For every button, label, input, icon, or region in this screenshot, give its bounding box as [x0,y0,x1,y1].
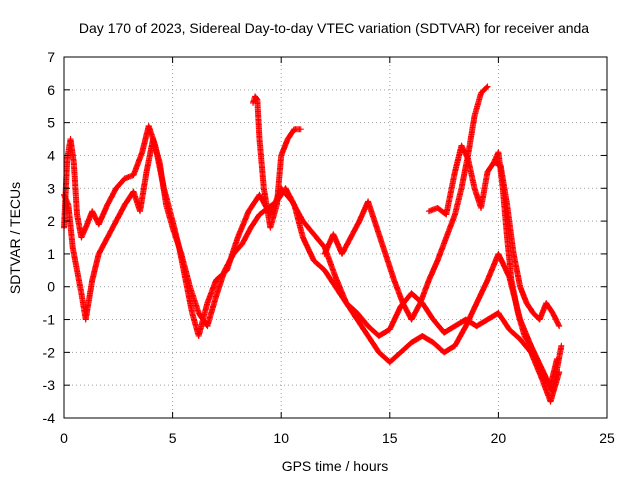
x-tick-label: 0 [60,430,68,446]
y-tick-label: 7 [47,49,55,65]
plot-frame [63,56,608,419]
y-tick-label: 5 [47,115,55,131]
data-marks [61,83,565,405]
plus-marks [321,83,491,323]
y-tick-label: -4 [43,410,56,426]
y-tick-label: -3 [43,377,56,393]
chart-title: Day 170 of 2023, Sidereal Day-to-day VTE… [79,20,589,36]
x-tick-label: 15 [382,430,398,446]
x-axis-label: GPS time / hours [282,458,389,474]
y-axis-label: SDTVAR / TECUs [7,182,23,294]
y-tick-label: 3 [47,180,55,196]
x-tick-label: 20 [491,430,507,446]
y-tick-label: 6 [47,82,55,98]
x-tick-label: 10 [273,430,289,446]
plus-marks [491,149,561,389]
x-tick-label: 5 [169,430,177,446]
y-tick-label: 0 [47,279,55,295]
series-sat-d [321,83,491,323]
y-ticks: -4 -3 -2 -1 0 1 2 3 4 5 6 7 [43,49,607,426]
x-tick-label: 25 [599,430,615,446]
y-tick-label: 1 [47,246,55,262]
y-tick-label: 4 [47,147,55,163]
plus-marks [250,93,304,231]
series-sat-c [250,93,304,231]
y-tick-label: 2 [47,213,55,229]
series-sat-f [491,149,561,389]
y-tick-label: -2 [43,344,56,360]
x-ticks: 0 5 10 15 20 25 [60,57,615,446]
y-tick-label: -1 [43,312,56,328]
